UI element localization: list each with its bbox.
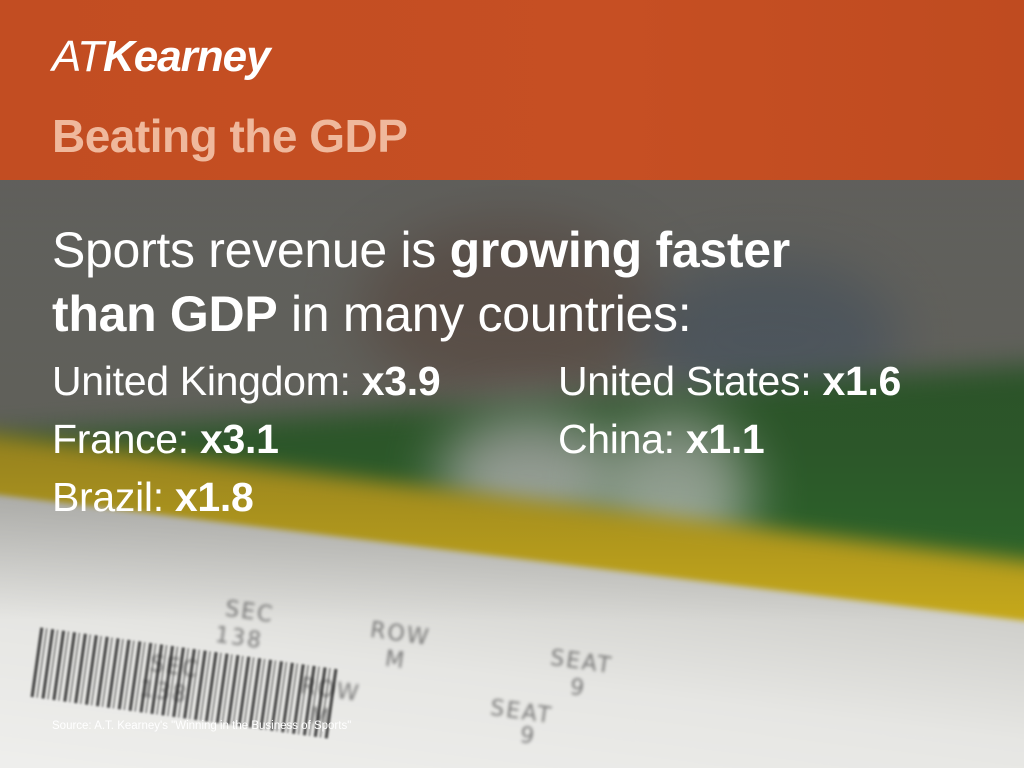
country-multiplier: x3.9 xyxy=(361,358,441,404)
background-photo xyxy=(0,180,1024,768)
lead-part-1: Sports revenue is xyxy=(52,222,450,278)
lead-statement: Sports revenue is growing faster than GD… xyxy=(52,218,992,346)
country-brazil: Brazil: x1.8 xyxy=(52,472,254,522)
ticket-seat-value-2: 9 xyxy=(518,723,538,750)
country-name: United Kingdom: xyxy=(52,358,351,404)
country-united-kingdom: United Kingdom: x3.9 xyxy=(52,356,441,406)
country-name: France: xyxy=(52,416,189,462)
lead-bold-1: growing faster xyxy=(449,222,791,278)
ticket-row-value: M xyxy=(383,646,408,675)
country-united-states: United States: x1.6 xyxy=(558,356,901,406)
header-band: ATKearney Beating the GDP xyxy=(0,0,1024,180)
page-title: Beating the GDP xyxy=(52,110,408,162)
country-multiplier: x1.1 xyxy=(685,416,765,462)
logo-at: AT xyxy=(52,32,104,81)
source-note: Source: A.T. Kearney's "Winning in the B… xyxy=(52,720,352,732)
logo-kearney: Kearney xyxy=(102,32,271,81)
country-name: China: xyxy=(558,416,675,462)
country-france: France: x3.1 xyxy=(52,414,279,464)
country-name: Brazil: xyxy=(52,474,164,520)
country-multiplier: x1.8 xyxy=(174,474,254,520)
country-multiplier: x3.1 xyxy=(200,416,279,462)
ticket-seat-value: 9 xyxy=(568,675,588,702)
lead-part-2: in many countries: xyxy=(277,286,692,342)
country-china: China: x1.1 xyxy=(558,414,765,464)
lead-bold-2: than GDP xyxy=(52,286,278,342)
atkearney-logo: ATKearney xyxy=(52,30,271,84)
country-multiplier: x1.6 xyxy=(822,358,902,404)
country-name: United States: xyxy=(558,358,812,404)
